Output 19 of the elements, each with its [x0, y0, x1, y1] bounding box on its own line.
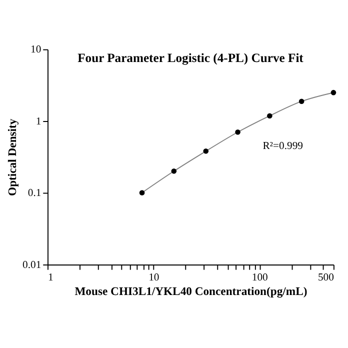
y-tick-label: 0.01	[22, 260, 42, 271]
y-axis-title: Optical Density	[6, 118, 19, 196]
point	[203, 148, 209, 154]
x-tick-label: 1	[48, 272, 54, 284]
point	[171, 168, 177, 174]
y-tick-label: 10	[30, 44, 42, 56]
point	[267, 113, 272, 119]
x-tick-label: 500	[318, 272, 334, 284]
x-tick-label: 10	[148, 272, 160, 284]
annotation: R²=0.999	[262, 141, 303, 152]
point	[139, 190, 145, 196]
y-tick-label: 0.1	[28, 188, 42, 200]
point	[235, 129, 240, 135]
chart-title: Four Parameter Logistic (4-PL) Curve Fit	[78, 50, 304, 65]
y-tick-label: 1	[36, 116, 42, 128]
point	[330, 90, 336, 96]
x-axis-title: Mouse CHI3L1/YKL40 Concentration(pg/mL)	[74, 285, 308, 298]
point	[298, 98, 304, 104]
x-tick-label: 100	[252, 272, 268, 284]
